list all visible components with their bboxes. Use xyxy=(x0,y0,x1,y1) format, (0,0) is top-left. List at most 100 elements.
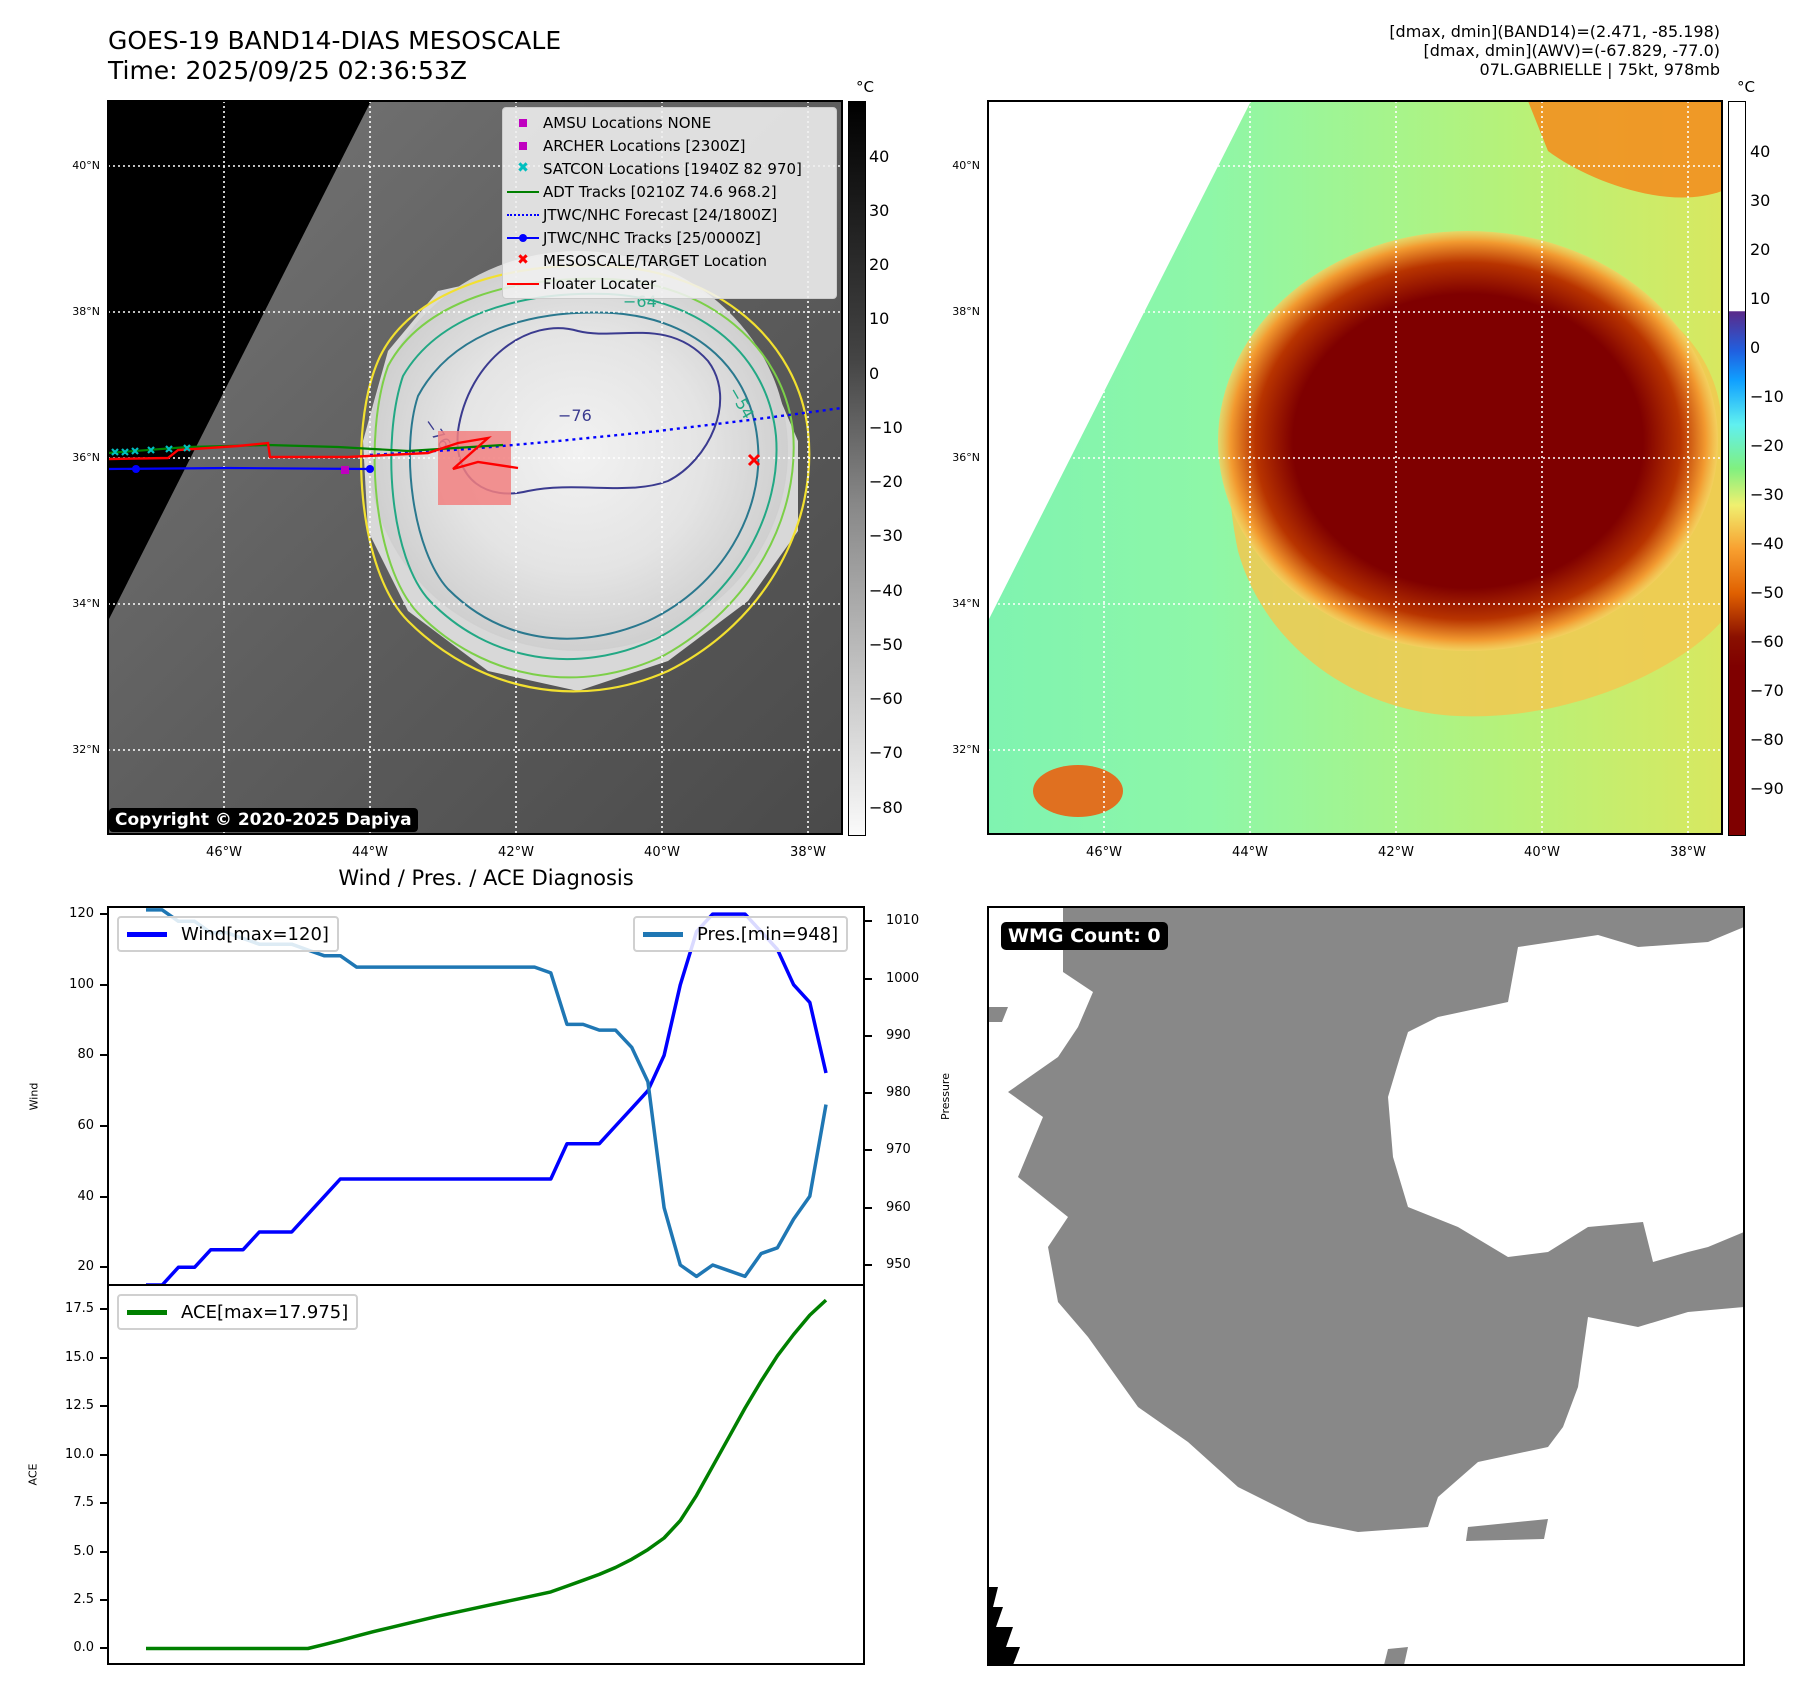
ace-ytick-mark xyxy=(100,1599,107,1602)
wind-legend-label: Wind[max=120] xyxy=(181,923,329,945)
colorbar-tick: 40 xyxy=(1750,142,1771,161)
lon-tick: 40°W xyxy=(1524,845,1560,860)
adt-track xyxy=(108,443,504,455)
wmg-small-region xyxy=(1466,1519,1548,1541)
wind-ytick-label: 100 xyxy=(69,976,94,992)
mesoscale-target-marker xyxy=(747,453,761,467)
ace-ytick-mark xyxy=(100,1453,107,1456)
awv-map xyxy=(988,101,1722,834)
colorbar-tick: −60 xyxy=(869,689,903,708)
wind-legend: Wind[max=120] xyxy=(117,916,339,952)
lat-tick: 34°N xyxy=(72,597,100,610)
colorbar-tick: 20 xyxy=(1750,240,1771,259)
ace-ytick-mark xyxy=(100,1550,107,1553)
legend-item-jtwc-tracks: JTWC/NHC Tracks [25/0000Z] xyxy=(503,226,836,249)
ace-legend-label: ACE[max=17.975] xyxy=(181,1301,349,1323)
archer-marker xyxy=(341,466,349,474)
lon-tick: 40°W xyxy=(644,845,680,860)
jtwc-forecast-track xyxy=(369,406,842,457)
ace-ytick-mark xyxy=(100,1356,107,1359)
legend-item-adt: ADT Tracks [0210Z 74.6 968.2] xyxy=(503,180,836,203)
colorbar-tick: −40 xyxy=(1750,534,1784,553)
right-colorbar xyxy=(1728,101,1746,836)
wmg-region xyxy=(1008,907,1744,1532)
jtwc-track xyxy=(108,466,371,471)
colorbar-tick: −30 xyxy=(869,526,903,545)
colorbar-tick: 10 xyxy=(869,309,890,328)
colorbar-tick: −50 xyxy=(1750,583,1784,602)
wmg-panel xyxy=(988,907,1744,1665)
wind-axis-label: Wind xyxy=(27,1082,41,1111)
wind-ytick-label: 80 xyxy=(77,1047,94,1063)
ace-ytick-label: 15.0 xyxy=(65,1349,94,1365)
lat-tick: 38°N xyxy=(952,305,980,318)
lon-tick: 44°W xyxy=(352,845,388,860)
pressure-ytick-label: 990 xyxy=(886,1027,911,1043)
left-colorbar-unit: °C xyxy=(856,78,874,96)
wind-series-line xyxy=(146,912,828,1285)
lat-tick: 32°N xyxy=(72,743,100,756)
stats-header: [dmax, dmin](BAND14)=(2.471, -85.198) [d… xyxy=(1389,22,1720,79)
ace-ytick-label: 5.0 xyxy=(73,1543,94,1559)
ace-chart-frame xyxy=(107,1284,865,1665)
pressure-ytick-label: 950 xyxy=(886,1256,911,1272)
awv-small-cloud xyxy=(1033,765,1123,817)
wmg-black-region xyxy=(988,1587,1020,1665)
wind-ytick-label: 40 xyxy=(77,1188,94,1204)
pressure-ytick-mark xyxy=(865,1034,872,1037)
pressure-ytick-label: 960 xyxy=(886,1199,911,1215)
lon-tick: 44°W xyxy=(1232,845,1268,860)
band14-map-frame xyxy=(107,100,843,835)
colorbar-tick: −90 xyxy=(1750,779,1784,798)
colorbar-tick: 10 xyxy=(1750,289,1771,308)
ace-ytick-mark xyxy=(100,1647,107,1650)
wmg-count-badge: WMG Count: 0 xyxy=(1001,922,1168,950)
storm-info: 07L.GABRIELLE | 75kt, 978mb xyxy=(1479,60,1720,79)
target-box xyxy=(438,431,511,505)
lon-tick: 42°W xyxy=(1378,845,1414,860)
colorbar-tick: −10 xyxy=(869,418,903,437)
ace-axis-label: ACE xyxy=(26,1463,40,1486)
ace-legend-swatch xyxy=(127,1309,167,1315)
legend-item-jtwc-forecast: JTWC/NHC Forecast [24/1800Z] xyxy=(503,203,836,226)
colorbar-tick: 30 xyxy=(869,201,890,220)
lat-tick: 36°N xyxy=(952,451,980,464)
lat-tick: 32°N xyxy=(952,743,980,756)
colorbar-tick: −70 xyxy=(869,743,903,762)
colorbar-tick: −50 xyxy=(869,635,903,654)
colorbar-tick: −80 xyxy=(869,798,903,817)
colorbar-tick: 0 xyxy=(869,364,880,383)
contour-navy xyxy=(456,327,722,495)
ace-ytick-label: 12.5 xyxy=(65,1398,94,1414)
colorbar-tick: −40 xyxy=(869,581,903,600)
wind-ytick-mark xyxy=(100,1266,107,1269)
legend-item-floater: Floater Locater xyxy=(503,272,836,295)
jtwc-track-point xyxy=(132,465,140,473)
ace-ytick-label: 2.5 xyxy=(73,1592,94,1608)
ace-ytick-label: 17.5 xyxy=(65,1301,94,1317)
pressure-ytick-label: 970 xyxy=(886,1142,911,1158)
ace-ytick-label: 10.0 xyxy=(65,1446,94,1462)
wind-ytick-mark xyxy=(100,1054,107,1057)
colorbar-tick: −80 xyxy=(1750,730,1784,749)
pressure-ytick-label: 1000 xyxy=(886,970,920,986)
satcon-markers xyxy=(111,444,191,456)
wmg-small-region xyxy=(988,1007,1008,1022)
wind-ytick-label: 20 xyxy=(77,1259,94,1275)
wind-ytick-mark xyxy=(100,1195,107,1198)
lon-tick: 42°W xyxy=(498,845,534,860)
colorbar-tick: 30 xyxy=(1750,191,1771,210)
legend-item-archer: ARCHER Locations [2300Z] xyxy=(503,134,836,157)
colorbar-tick: −10 xyxy=(1750,387,1784,406)
colorbar-tick: 0 xyxy=(1750,338,1761,357)
wind-ytick-mark xyxy=(100,983,107,986)
no-data-region xyxy=(108,101,371,621)
ace-chart xyxy=(146,1298,828,1651)
cloud-core xyxy=(368,251,788,651)
lon-tick: 38°W xyxy=(1670,845,1706,860)
lat-tick: 38°N xyxy=(72,305,100,318)
ace-series-line xyxy=(146,1298,828,1651)
lat-tick: 40°N xyxy=(952,159,980,172)
copyright-badge: Copyright © 2020-2025 Dapiya xyxy=(109,808,418,832)
awv-top-right-cloud xyxy=(1528,101,1722,198)
